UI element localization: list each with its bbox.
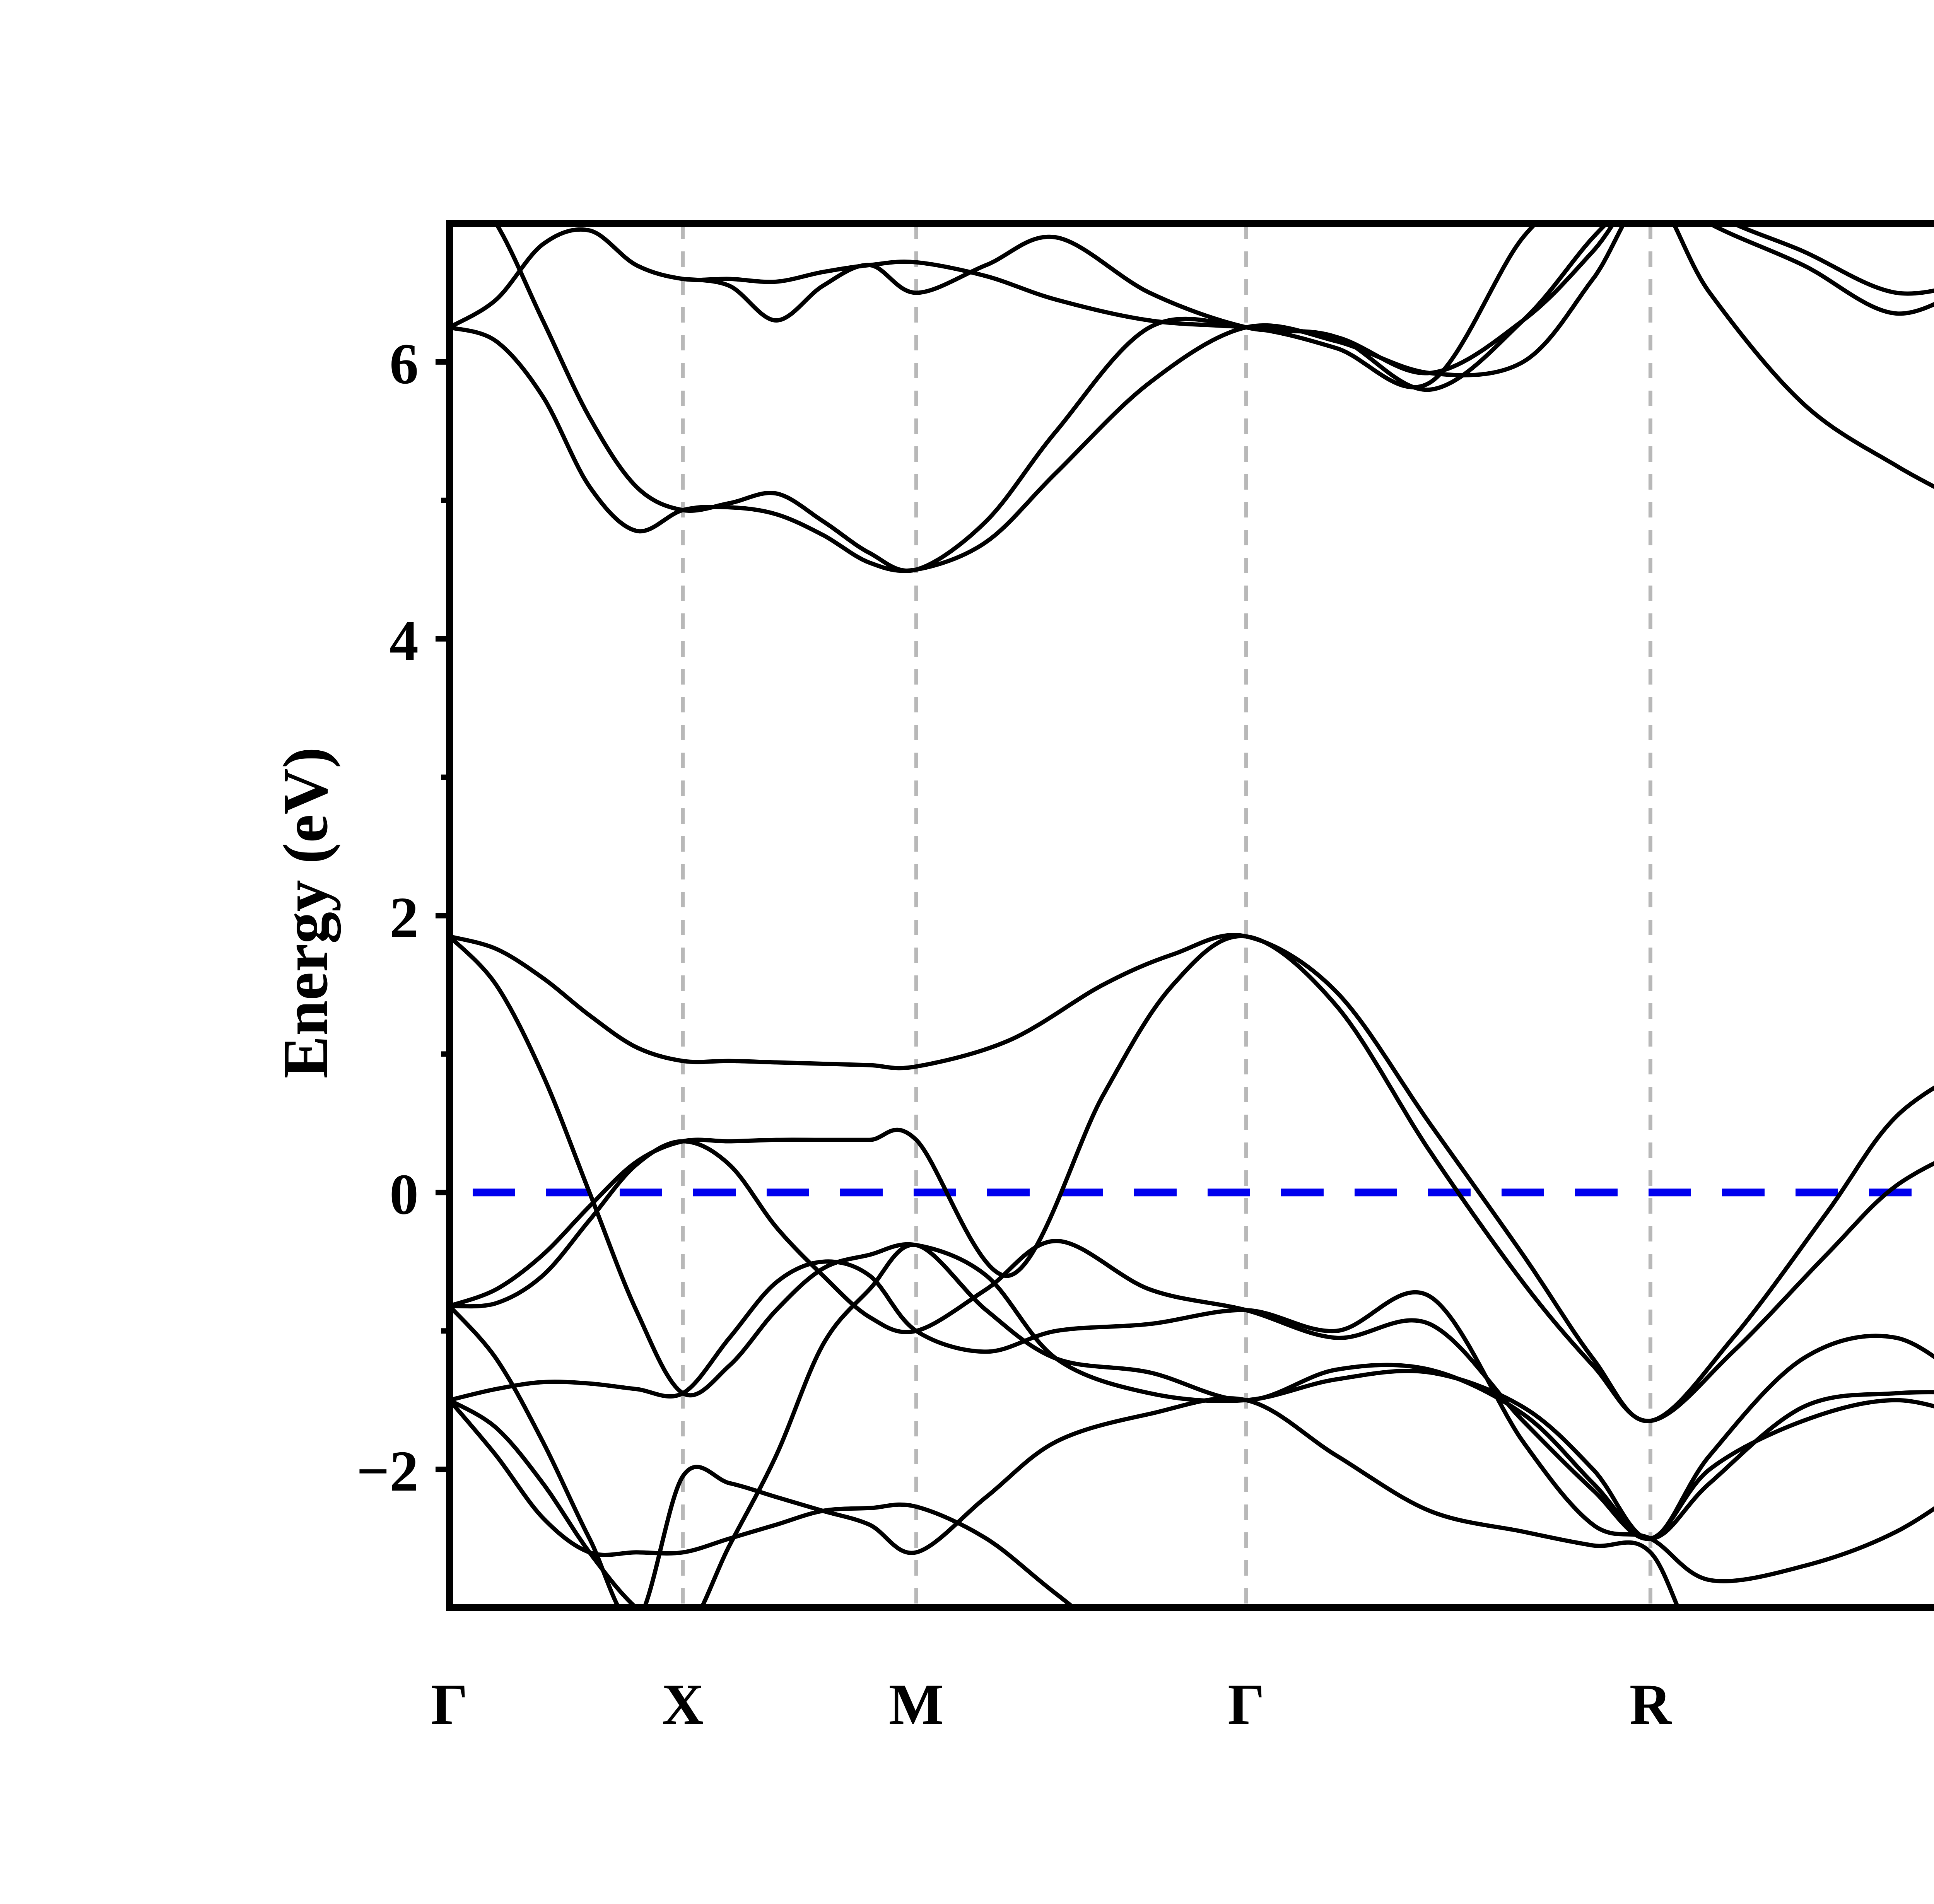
y-tick-label: 2 bbox=[390, 886, 419, 950]
band-line-5 bbox=[449, 1259, 1934, 1583]
band-line-1 bbox=[449, 933, 1934, 1423]
x-axis-tick-labels: ΓXMΓRX bbox=[431, 1672, 1672, 1737]
y-axis-ticks: −2 0 2 4 6 bbox=[357, 332, 449, 1503]
k-point-label: R bbox=[1630, 1672, 1672, 1737]
y-tick-label: −2 bbox=[357, 1439, 419, 1503]
k-point-label: Γ bbox=[1228, 1672, 1264, 1737]
band-line-3 bbox=[449, 934, 1934, 1541]
high-symmetry-lines bbox=[681, 224, 1652, 1608]
band-line-8 bbox=[449, 1398, 1077, 1608]
band-line-2 bbox=[449, 934, 1934, 1423]
band-line-10 bbox=[449, 224, 1934, 376]
y-tick-label: 0 bbox=[390, 1162, 419, 1226]
band-line-9 bbox=[449, 224, 1934, 573]
band-line-7 bbox=[449, 1304, 1681, 1608]
y-axis-label: Energy (eV) bbox=[270, 747, 341, 1079]
band-line-6 bbox=[449, 1243, 1934, 1608]
y-tick-label: 6 bbox=[390, 332, 419, 396]
band-line-11 bbox=[494, 224, 1934, 573]
k-point-label: X bbox=[662, 1672, 704, 1737]
k-point-label: M bbox=[889, 1672, 944, 1737]
k-point-label: Γ bbox=[431, 1672, 468, 1737]
y-tick-label: 4 bbox=[390, 609, 419, 673]
band-line-12 bbox=[680, 224, 1609, 392]
band-lines bbox=[449, 224, 1934, 1608]
band-line-4 bbox=[449, 1139, 1934, 1541]
